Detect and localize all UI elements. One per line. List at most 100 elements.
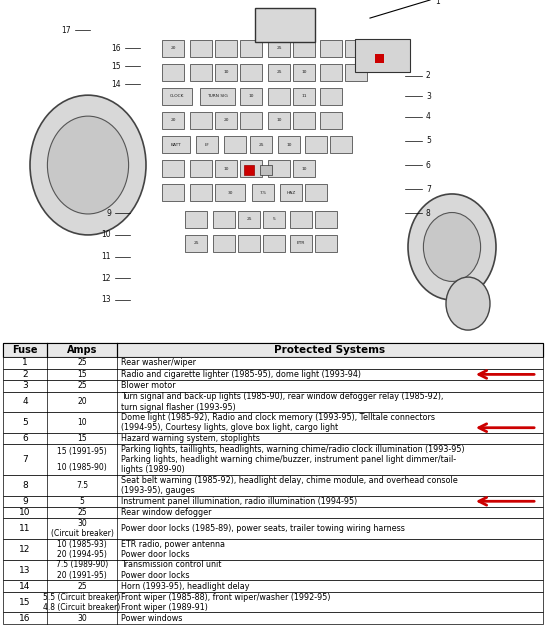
Text: Instrument panel illumination, radio illumination (1994-95): Instrument panel illumination, radio ill… [121,497,357,506]
Text: 16: 16 [111,43,121,53]
Bar [215,40,237,57]
Text: 25: 25 [77,581,87,590]
Bar [244,165,254,175]
Text: Seat belt warning (1985-92), headlight delay, chime module, and overhead console: Seat belt warning (1985-92), headlight d… [121,476,458,484]
Text: 20 (1991-95): 20 (1991-95) [57,571,107,580]
Text: 7: 7 [22,455,28,464]
Text: 5: 5 [22,418,28,427]
Text: 20: 20 [170,118,176,122]
Bar [268,112,290,129]
Text: 20: 20 [170,46,176,50]
Bar [268,64,290,81]
Bar [240,40,262,57]
Bar [162,136,190,153]
Text: Front wiper (1989-91): Front wiper (1989-91) [121,603,208,612]
Ellipse shape [446,277,490,330]
Bar [215,185,245,201]
Text: 25: 25 [77,358,87,367]
Text: Amps: Amps [67,345,97,355]
Ellipse shape [30,95,146,235]
Text: Blower motor: Blower motor [121,381,176,391]
Text: 30: 30 [77,614,87,622]
Bar [240,88,262,105]
Bar [250,136,272,153]
Text: 5: 5 [80,497,85,506]
Bar [190,64,212,81]
Text: Front wiper (1985-88), front wiper/washer (1992-95): Front wiper (1985-88), front wiper/washe… [121,593,330,602]
Text: 15: 15 [77,370,87,379]
Text: 10: 10 [301,167,307,171]
Bar [190,40,212,57]
Text: 4: 4 [426,112,431,122]
Bar [215,112,237,129]
Bar [162,88,192,105]
Text: 11: 11 [301,94,307,98]
Text: 1: 1 [435,0,440,6]
Text: Transmission control unit: Transmission control unit [121,561,221,570]
Text: 5: 5 [272,217,275,221]
Bar [3,433,543,444]
Text: 18: 18 [264,21,272,27]
Bar [293,112,315,129]
Text: 25: 25 [276,71,282,74]
Text: LF: LF [205,142,210,147]
Text: 6: 6 [426,161,431,169]
Text: 19: 19 [295,21,305,27]
Text: 10: 10 [301,71,307,74]
Bar [320,88,342,105]
Bar [3,496,543,507]
Text: 10: 10 [77,418,87,427]
Text: 8: 8 [426,209,431,218]
Bar [3,343,543,357]
Bar [260,165,272,175]
Bar [290,235,312,252]
Text: 5: 5 [426,137,431,146]
Text: 10: 10 [223,71,229,74]
Text: 6: 6 [22,434,28,443]
Text: 14: 14 [19,581,31,590]
Bar [320,40,342,57]
Text: 20: 20 [223,118,229,122]
Bar [290,211,312,227]
Text: Dome light (1985-92), Radio and clock memory (1993-95), Telltale connectors: Dome light (1985-92), Radio and clock me… [121,413,435,422]
Text: ETR radio, power antenna: ETR radio, power antenna [121,540,225,549]
Bar [320,112,342,129]
Bar [3,612,543,624]
Text: 9: 9 [106,209,111,218]
Bar [238,235,260,252]
Bar [224,136,246,153]
Text: 7.5: 7.5 [76,481,88,490]
Bar [3,412,543,433]
Bar [185,235,207,252]
Bar [162,160,184,177]
Text: 10 (1985-90): 10 (1985-90) [57,463,107,472]
Text: 12: 12 [102,274,111,283]
Bar [315,211,337,227]
Text: 16: 16 [19,614,31,622]
Bar [185,211,207,227]
Text: Parking lights, taillights, headlights, warning chime/radio clock illumination (: Parking lights, taillights, headlights, … [121,445,465,454]
Text: Rear window defogger: Rear window defogger [121,508,211,517]
Bar [190,160,212,177]
Bar [315,235,337,252]
Bar [3,559,543,580]
Text: 25: 25 [246,217,252,221]
Text: 10: 10 [286,142,292,147]
Text: 2: 2 [22,370,28,379]
Text: ACC: ACC [365,49,375,54]
Text: (1994-95), Courtesy lights, glove box light, cargo light: (1994-95), Courtesy lights, glove box li… [121,423,338,432]
Text: 10: 10 [102,231,111,239]
Bar [140,18,405,322]
Bar [3,539,543,559]
Text: 15: 15 [77,434,87,443]
Text: 3: 3 [22,381,28,391]
Ellipse shape [423,212,480,282]
Text: BATT: BATT [170,142,181,147]
Text: Power door locks: Power door locks [121,571,189,580]
Text: 17: 17 [61,26,71,35]
Text: (Circuit breaker): (Circuit breaker) [51,529,114,539]
Bar [375,54,384,62]
Bar [355,38,410,72]
Bar [330,136,352,153]
Text: 2: 2 [426,71,431,81]
